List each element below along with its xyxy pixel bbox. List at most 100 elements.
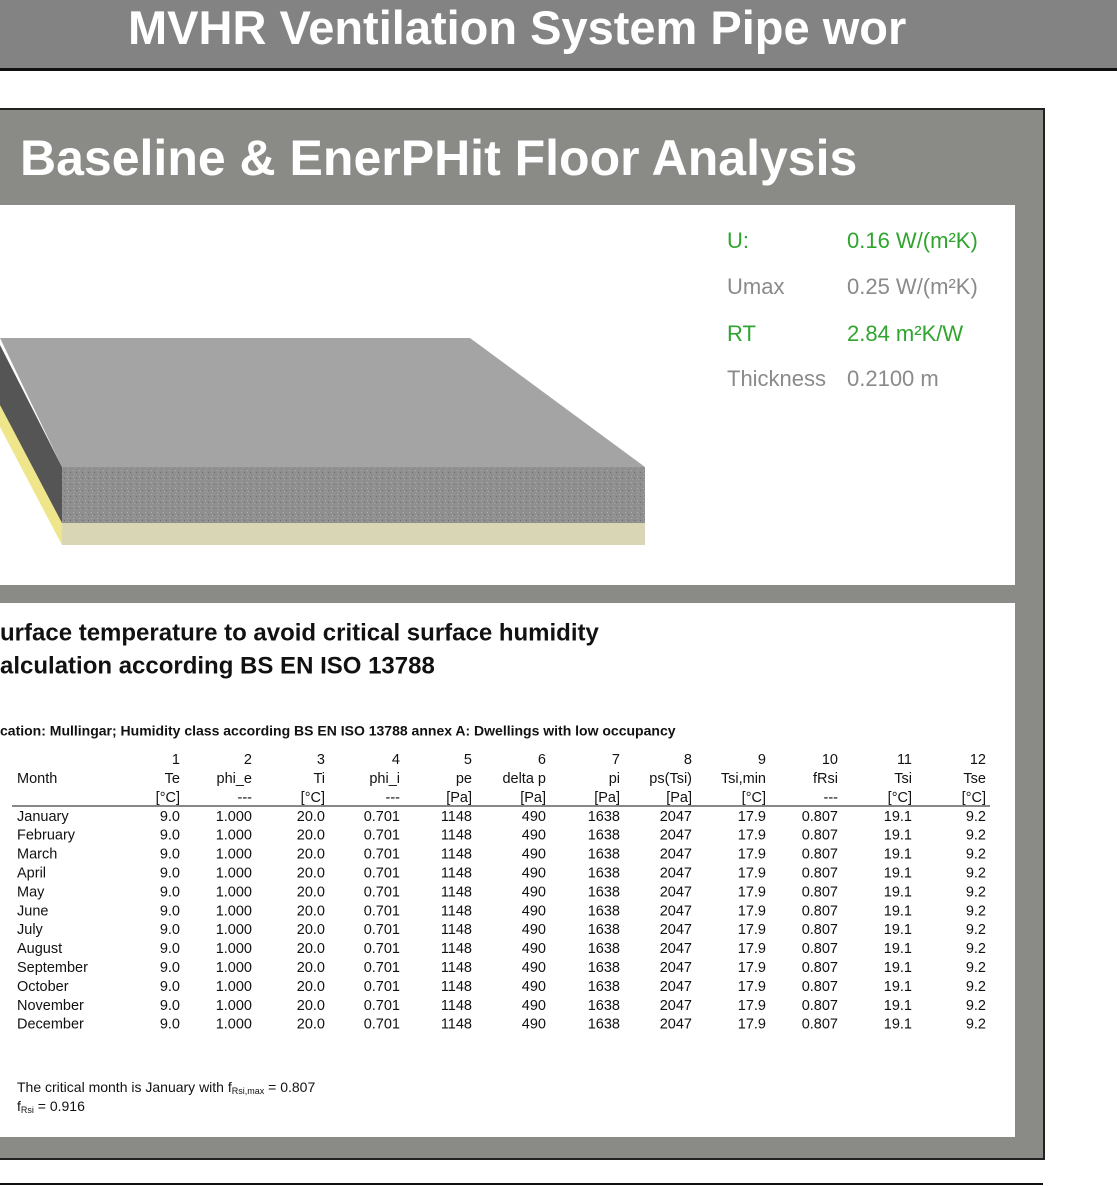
- table-cell: 1148: [441, 809, 472, 825]
- slab-front: [62, 467, 645, 523]
- property-value: 0.2100 m: [847, 366, 939, 391]
- table-cell: 17.9: [738, 828, 766, 844]
- table-cell: 17.9: [738, 941, 766, 957]
- table-cell: 490: [522, 884, 546, 900]
- column-unit: ---: [824, 790, 839, 806]
- table-cell: 20.0: [297, 828, 325, 844]
- table-cell: 1638: [588, 903, 620, 919]
- report-heading: urface temperature to avoid critical sur…: [0, 619, 600, 646]
- table-cell: 0.807: [802, 828, 838, 844]
- table-cell: 0.701: [364, 1017, 400, 1033]
- slab-side: [0, 345, 62, 535]
- table-cell: 19.1: [884, 903, 912, 919]
- report-heading: alculation according BS EN ISO 13788: [0, 652, 435, 679]
- column-unit: [°C]: [156, 790, 180, 806]
- table-cell: 1148: [441, 979, 472, 995]
- column-header: Tse: [963, 771, 986, 787]
- table-cell: 1.000: [216, 979, 252, 995]
- table-cell: 1.000: [216, 884, 252, 900]
- table-cell: 19.1: [884, 941, 912, 957]
- table-cell: 20.0: [297, 998, 325, 1014]
- table-cell: 9.2: [966, 884, 986, 900]
- table-cell: 0.701: [364, 979, 400, 995]
- table-cell: 0.807: [802, 866, 838, 882]
- column-number: 2: [244, 752, 252, 768]
- table-cell: 1.000: [216, 1017, 252, 1033]
- table-cell: 9.0: [160, 903, 180, 919]
- column-number: 1: [172, 752, 180, 768]
- table-cell: 0.807: [802, 1017, 838, 1033]
- table-cell: 0.701: [364, 960, 400, 976]
- table-cell: 19.1: [884, 960, 912, 976]
- property-label: RT: [727, 321, 756, 346]
- bottom-rule: [0, 1183, 1043, 1185]
- month-cell: August: [17, 941, 62, 957]
- table-cell: 9.0: [160, 979, 180, 995]
- illustration-box: U: 0.16 W/(m²K) Umax 0.25 W/(m²K) RT 2.84 m²K…: [0, 205, 1015, 585]
- table-cell: 17.9: [738, 922, 766, 938]
- table-cell: 9.0: [160, 847, 180, 863]
- table-cell: 0.701: [364, 847, 400, 863]
- table-cell: 490: [522, 828, 546, 844]
- table-cell: 1148: [441, 866, 472, 882]
- table-cell: 1638: [588, 922, 620, 938]
- table-cell: 1148: [441, 903, 472, 919]
- column-number: 6: [538, 752, 546, 768]
- table-cell: 20.0: [297, 922, 325, 938]
- property-label: Umax: [727, 274, 785, 299]
- table-cell: 1638: [588, 809, 620, 825]
- table-cell: 9.0: [160, 884, 180, 900]
- column-unit: [Pa]: [446, 790, 472, 806]
- table-cell: 490: [522, 960, 546, 976]
- column-number: 5: [464, 752, 472, 768]
- table-cell: 1148: [441, 828, 472, 844]
- table-cell: 0.701: [364, 941, 400, 957]
- column-number: 9: [758, 752, 766, 768]
- note: The critical month is January with fRsi,…: [17, 1079, 315, 1097]
- month-cell: April: [17, 866, 46, 882]
- table-cell: 2047: [660, 922, 692, 938]
- column-unit: [°C]: [301, 790, 325, 806]
- property-value: 0.16 W/(m²K): [847, 228, 978, 253]
- insulation-side: [0, 405, 62, 545]
- property-label: Thickness: [727, 366, 827, 391]
- table-cell: 9.2: [966, 809, 986, 825]
- column-unit: [Pa]: [594, 790, 620, 806]
- column-unit: [Pa]: [520, 790, 546, 806]
- table-cell: 2047: [660, 903, 692, 919]
- table-cell: 2047: [660, 809, 692, 825]
- table-cell: 490: [522, 1017, 546, 1033]
- table-cell: 1638: [588, 979, 620, 995]
- column-unit: [Pa]: [666, 790, 692, 806]
- report-box: urface temperature to avoid critical sur…: [0, 603, 1015, 1137]
- property-value: 0.25 W/(m²K): [847, 274, 978, 299]
- table-cell: 0.701: [364, 809, 400, 825]
- table-cell: 490: [522, 922, 546, 938]
- month-cell: February: [17, 828, 76, 844]
- column-header: Tsi,min: [721, 771, 766, 787]
- table-cell: 19.1: [884, 998, 912, 1014]
- table-cell: 9.0: [160, 960, 180, 976]
- table-cell: 0.701: [364, 866, 400, 882]
- table-cell: 1.000: [216, 903, 252, 919]
- note-text: = 0.916: [34, 1098, 85, 1114]
- table-cell: 2047: [660, 979, 692, 995]
- column-unit: [°C]: [888, 790, 912, 806]
- note-text: f: [17, 1098, 21, 1114]
- table-cell: 20.0: [297, 960, 325, 976]
- table-cell: 1.000: [216, 960, 252, 976]
- property-label: U:: [727, 228, 749, 253]
- insulation-front: [62, 523, 645, 545]
- column-header: delta p: [502, 771, 546, 787]
- table-cell: 1148: [441, 922, 472, 938]
- table-cell: 0.701: [364, 884, 400, 900]
- table-cell: 19.1: [884, 922, 912, 938]
- table-cell: 1638: [588, 828, 620, 844]
- table-cell: 0.807: [802, 960, 838, 976]
- column-header: Te: [165, 771, 180, 787]
- column-header: ps(Tsi): [649, 771, 692, 787]
- table-cell: 17.9: [738, 960, 766, 976]
- table-cell: 20.0: [297, 809, 325, 825]
- table-cell: 2047: [660, 847, 692, 863]
